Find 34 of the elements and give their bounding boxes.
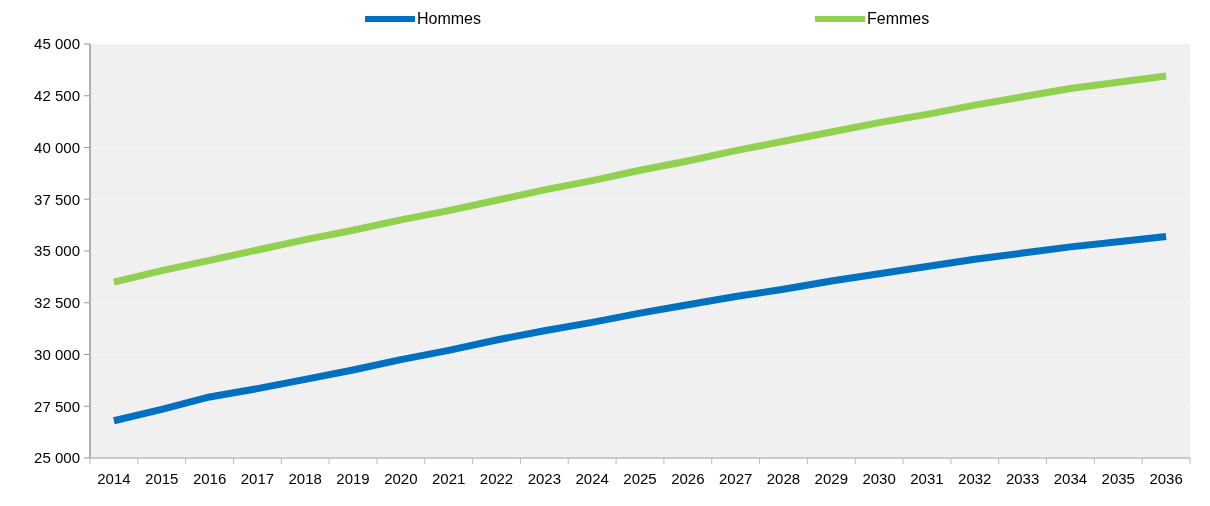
x-tick-label: 2021 [432,470,466,487]
y-tick-label: 30 000 [34,345,80,363]
y-tick-label: 42 500 [34,87,80,104]
x-tick-label: 2017 [240,470,275,487]
x-tick-label: 2019 [336,470,370,487]
x-tick-label: 2015 [145,470,179,487]
y-tick-label: 37 500 [34,190,80,208]
x-tick-label: 2014 [97,470,131,487]
x-tick-label: 2030 [862,470,896,487]
x-tick-label: 2033 [1005,470,1040,487]
x-tick-label: 2034 [1053,470,1088,487]
x-tick-label: 2035 [1101,470,1135,487]
x-tick-label: 2020 [384,470,418,487]
x-tick-label: 2031 [910,470,944,487]
y-tick-label: 35 000 [34,242,80,260]
x-tick-label: 2036 [1149,470,1183,487]
y-tick-label: 45 000 [34,35,80,53]
legend-label: Hommes [417,10,482,27]
x-tick-label: 2027 [718,470,753,487]
x-tick-label: 2018 [288,470,322,487]
x-tick-label: 2026 [671,470,705,487]
x-tick-label: 2025 [623,470,657,487]
legend-label: Femmes [867,10,930,27]
y-tick-label: 27 500 [34,397,80,415]
x-tick-label: 2022 [479,470,514,487]
x-tick-label: 2024 [575,470,609,487]
y-tick-label: 40 000 [34,138,80,156]
y-tick-label: 32 500 [34,294,80,311]
x-tick-label: 2016 [192,470,227,487]
x-tick-label: 2032 [958,470,992,487]
x-tick-label: 2029 [814,470,848,487]
x-tick-label: 2023 [527,470,562,487]
y-tick-label: 25 000 [34,449,80,467]
x-tick-label: 2028 [766,470,801,487]
